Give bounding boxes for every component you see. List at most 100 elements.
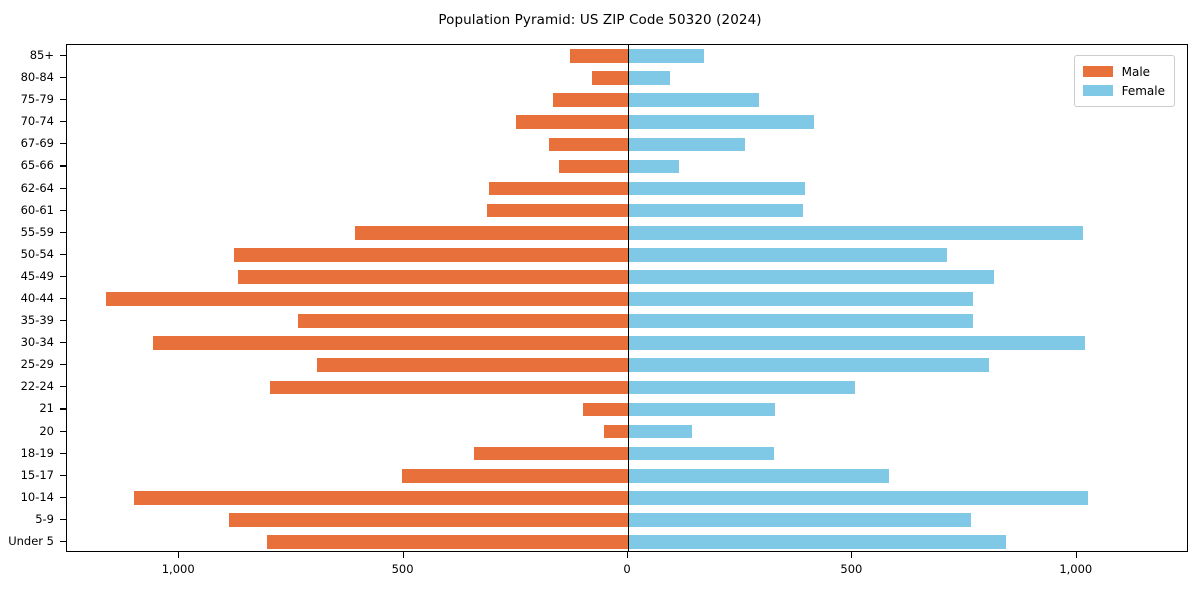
x-tick-label: 0 <box>623 562 631 576</box>
y-tick-label: 35-39 <box>20 313 54 328</box>
bar-female <box>628 535 1007 549</box>
y-tick-mark <box>60 121 66 123</box>
bar-female <box>628 93 759 108</box>
bar-row <box>67 181 1187 196</box>
y-tick-label: 18-19 <box>20 445 54 460</box>
bar-male <box>153 336 628 350</box>
bar-female <box>628 314 974 328</box>
bar-row <box>67 513 1187 527</box>
y-tick-label: 70-74 <box>20 114 54 129</box>
bar-male <box>592 71 628 85</box>
bar-female <box>628 446 775 461</box>
bar-row <box>67 490 1187 505</box>
y-tick-mark <box>60 298 66 300</box>
bar-male <box>270 380 628 395</box>
y-tick-mark <box>60 55 66 57</box>
bar-row <box>67 424 1187 439</box>
bar-male <box>553 93 628 108</box>
bars-layer <box>67 45 1187 551</box>
plot-area: Male Female <box>66 44 1188 552</box>
x-tick-label: 500 <box>840 562 863 576</box>
y-tick-label: 40-44 <box>20 291 54 305</box>
bar-row <box>67 159 1187 174</box>
x-axis: 1,000 500 0 500 1,000 <box>66 552 1188 592</box>
bar-male <box>486 203 628 218</box>
y-tick-mark <box>60 143 66 145</box>
bar-male <box>316 358 628 373</box>
y-tick-label: 65-66 <box>20 158 54 173</box>
y-tick-mark <box>60 275 66 277</box>
y-tick-mark <box>60 99 66 101</box>
y-tick-mark <box>60 386 66 388</box>
y-tick-label: 75-79 <box>20 92 54 107</box>
x-tick-label: 1,000 <box>1059 562 1093 576</box>
y-tick-label: 85+ <box>29 48 54 63</box>
bar-male <box>238 270 628 284</box>
bar-female <box>628 402 776 417</box>
bar-row <box>67 292 1187 306</box>
legend-label-female: Female <box>1121 83 1165 98</box>
legend: Male Female <box>1073 55 1175 107</box>
zero-axis-line <box>628 45 630 551</box>
legend-item-female: Female <box>1082 81 1165 100</box>
bar-row <box>67 137 1187 152</box>
bar-female <box>628 270 995 284</box>
x-tick-mark <box>178 552 180 558</box>
bar-female <box>628 49 705 63</box>
bar-male <box>582 402 628 417</box>
bar-row <box>67 49 1187 63</box>
y-tick-label: 60-61 <box>20 202 54 217</box>
y-tick-mark <box>60 342 66 344</box>
legend-label-male: Male <box>1121 64 1151 79</box>
y-tick-label: 45-49 <box>20 268 54 283</box>
y-tick-mark <box>60 77 66 79</box>
bar-row <box>67 446 1187 461</box>
bar-female <box>628 292 974 306</box>
y-tick-label: 21 <box>39 401 54 416</box>
legend-swatch-male-icon <box>1082 66 1113 77</box>
y-tick-mark <box>60 496 66 498</box>
bar-female <box>628 71 670 85</box>
y-tick-mark <box>60 253 66 255</box>
bar-male <box>474 446 628 461</box>
bar-row <box>67 336 1187 350</box>
x-tick-label: 1,000 <box>161 562 195 576</box>
y-tick-mark <box>60 518 66 520</box>
bar-male <box>548 137 628 152</box>
y-tick-label: Under 5 <box>8 533 54 548</box>
bar-male <box>401 468 628 483</box>
x-tick-mark <box>627 552 629 558</box>
bar-row <box>67 115 1187 130</box>
y-tick-mark <box>60 452 66 454</box>
bar-female <box>628 424 692 439</box>
bar-male <box>228 513 628 527</box>
bar-female <box>628 181 805 196</box>
y-tick-mark <box>60 165 66 167</box>
y-tick-mark <box>60 474 66 476</box>
y-tick-label: 67-69 <box>20 136 54 151</box>
bar-row <box>67 247 1187 262</box>
bar-row <box>67 358 1187 373</box>
bar-male <box>134 490 628 505</box>
y-tick-mark <box>60 430 66 432</box>
bar-male <box>515 115 628 130</box>
bar-row <box>67 402 1187 417</box>
y-axis: 85+ 80-84 75-79 70-74 67-69 65-66 62-64 60-61 55… <box>0 44 66 552</box>
bar-female <box>628 468 890 483</box>
bar-female <box>628 159 680 174</box>
bar-male <box>559 159 628 174</box>
bar-row <box>67 314 1187 328</box>
y-tick-mark <box>60 540 66 543</box>
bar-male <box>355 225 628 240</box>
bar-male <box>569 49 628 63</box>
legend-item-male: Male <box>1082 62 1165 81</box>
bar-female <box>628 203 804 218</box>
bar-female <box>628 513 972 527</box>
y-tick-mark <box>60 364 66 366</box>
bar-male <box>298 314 628 328</box>
bar-male <box>488 181 628 196</box>
y-tick-mark <box>60 408 66 410</box>
chart-title: Population Pyramid: US ZIP Code 50320 (2… <box>438 12 762 28</box>
y-tick-mark <box>60 231 66 233</box>
bar-male <box>603 424 628 439</box>
